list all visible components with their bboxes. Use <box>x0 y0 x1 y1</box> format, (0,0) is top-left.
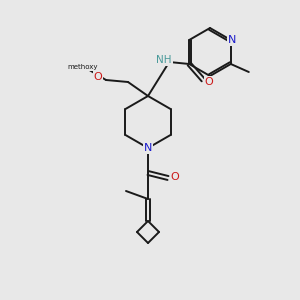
Text: methoxy: methoxy <box>68 64 98 70</box>
Text: O: O <box>94 72 102 82</box>
Text: NH: NH <box>157 55 172 65</box>
Text: N: N <box>144 143 152 153</box>
Text: O: O <box>205 77 214 87</box>
Text: N: N <box>228 35 236 45</box>
Text: O: O <box>171 172 179 182</box>
